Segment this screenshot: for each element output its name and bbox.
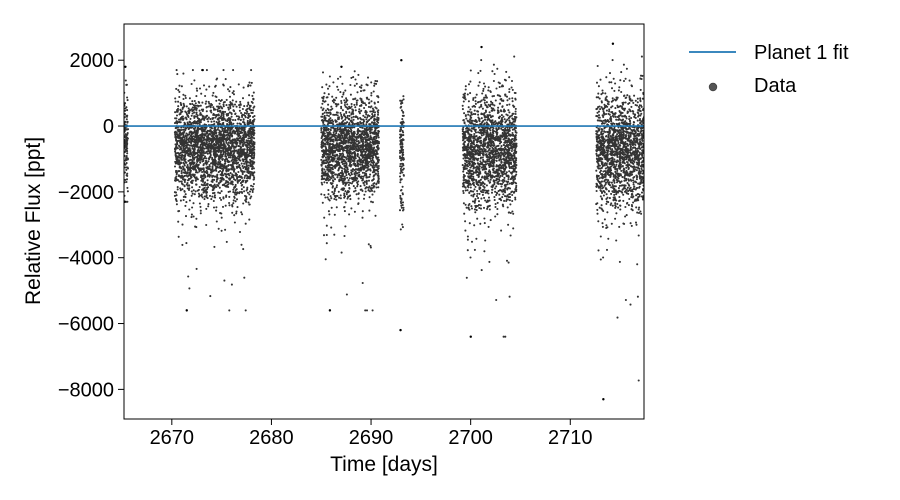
- y-tick-label-2000: 2000: [70, 50, 115, 72]
- y-tick-label--2000: −2000: [58, 182, 114, 204]
- data-point-max-6: [611, 42, 615, 45]
- data-points-segment-2: [173, 69, 256, 312]
- data-points-segment-3: [320, 70, 381, 312]
- data-points-segment-5: [461, 55, 518, 338]
- data-point-min-6: [602, 398, 605, 401]
- legend-label-2: Data: [754, 75, 797, 97]
- data-point-min-2: [185, 309, 188, 312]
- data-point-min-4: [399, 328, 402, 332]
- x-axis-label: Time [days]: [330, 453, 438, 476]
- x-tick-label-2710: 2710: [548, 427, 593, 449]
- data-points-segment-6: [595, 55, 644, 382]
- x-tick-label-2680: 2680: [249, 427, 294, 449]
- legend-label-1: Planet 1 fit: [754, 42, 849, 64]
- legend: Planet 1 fit Data: [689, 42, 849, 97]
- x-tick-label-2670: 2670: [150, 427, 195, 449]
- data-points-segment-1: [124, 79, 130, 203]
- data-layer: [124, 42, 644, 401]
- x-tick-label-2700: 2700: [448, 427, 493, 449]
- data-point-min-3: [328, 309, 332, 312]
- plot-frame: [123, 23, 645, 420]
- data-point-max-2: [201, 68, 204, 72]
- x-axis: 2670 2680 2690 2700 2710: [150, 419, 593, 449]
- y-tick-label--4000: −4000: [58, 248, 114, 270]
- y-axis: 2000 0 −2000 −4000 −6000 −8000: [58, 50, 124, 401]
- data-point-min-5: [469, 335, 472, 338]
- data-series-scatter: [124, 42, 644, 401]
- data-point-max-3: [340, 65, 343, 68]
- y-tick-label--8000: −8000: [58, 379, 114, 401]
- y-tick-label--6000: −6000: [58, 314, 114, 336]
- legend-dot-marker: [708, 82, 718, 92]
- data-point-max-5: [480, 45, 483, 49]
- y-axis-label: Relative Flux [ppt]: [22, 137, 45, 305]
- data-point-max-1: [124, 65, 127, 68]
- data-points-segment-4: [398, 95, 405, 231]
- x-tick-label-2690: 2690: [349, 427, 394, 449]
- data-point-max-4: [400, 59, 403, 62]
- y-tick-label-0: 0: [103, 116, 114, 138]
